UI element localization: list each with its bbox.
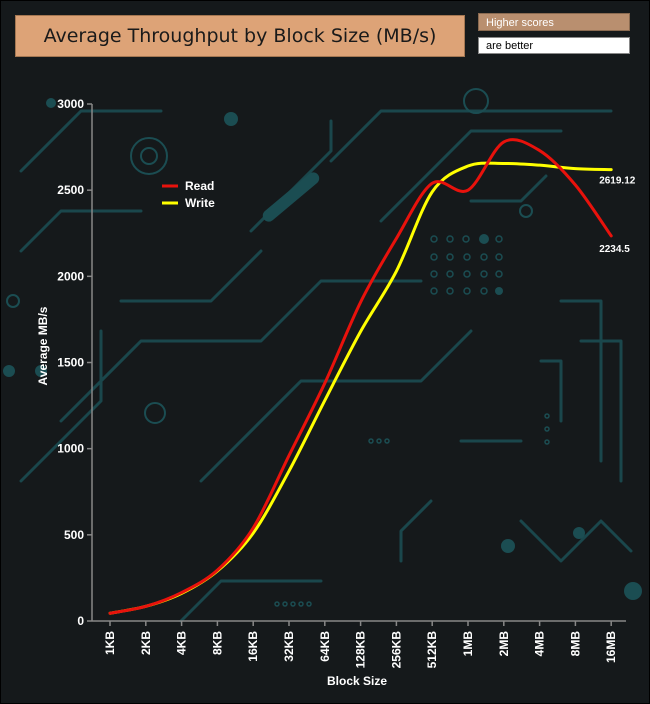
x-tick-label: 64KB	[318, 631, 332, 662]
y-tick-label: 0	[77, 614, 84, 628]
y-tick-label: 3000	[57, 97, 84, 111]
series-line-write	[108, 161, 613, 615]
are-better-note: are better	[478, 37, 630, 54]
x-tick-label: 16MB	[604, 631, 618, 663]
x-tick-label: 8KB	[210, 631, 224, 655]
data-label-read: 2234.5	[599, 244, 630, 255]
x-axis: 1KB 2KB 4KB 8KB 16KB 32KB 64KB 128KB 256KB 512KB 1…	[92, 620, 626, 669]
x-tick-label: 4KB	[175, 631, 189, 655]
x-tick-label: 8MB	[568, 631, 582, 657]
y-axis: 0 500 1000 1500 2000 2500 3000	[57, 97, 93, 628]
series-layer	[108, 138, 613, 615]
series-line-read	[108, 138, 613, 615]
x-tick-label: 32KB	[282, 631, 296, 662]
x-tick-label: 1KB	[103, 631, 117, 655]
x-tick-label: 16KB	[246, 631, 260, 662]
y-axis-title: Average MB/s	[36, 306, 50, 385]
x-tick-label: 1MB	[461, 631, 475, 657]
x-axis-title: Block Size	[327, 674, 387, 688]
data-label-write: 2619.12	[599, 176, 636, 187]
x-tick-label: 2MB	[497, 631, 511, 657]
end-labels: 2619.12 2234.5	[599, 176, 636, 255]
x-tick-label: 4MB	[533, 631, 547, 657]
y-tick-label: 500	[64, 528, 84, 542]
x-tick-label: 2KB	[139, 631, 153, 655]
y-tick-label: 1000	[57, 442, 84, 456]
x-tick-label: 256KB	[389, 631, 403, 669]
legend: Read Write	[162, 179, 215, 210]
higher-scores-note: Higher scores	[478, 13, 630, 31]
legend-label-read: Read	[185, 179, 214, 193]
y-tick-label: 1500	[57, 356, 84, 370]
y-tick-label: 2000	[57, 269, 84, 283]
chart-title: Average Throughput by Block Size (MB/s)	[15, 15, 465, 57]
y-tick-label: 2500	[57, 183, 84, 197]
x-tick-label: 512KB	[425, 631, 439, 669]
x-tick-label: 128KB	[354, 631, 368, 669]
legend-label-write: Write	[185, 196, 215, 210]
